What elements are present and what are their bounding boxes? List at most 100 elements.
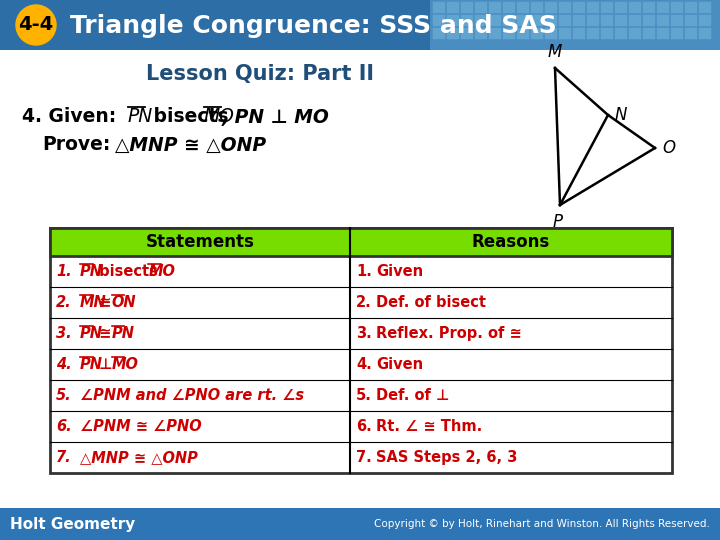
Text: Holt Geometry: Holt Geometry [10, 516, 135, 531]
Text: ⊥: ⊥ [94, 357, 117, 372]
FancyBboxPatch shape [474, 27, 487, 39]
Text: 4.: 4. [56, 357, 71, 372]
Text: 7.: 7. [56, 450, 71, 465]
FancyBboxPatch shape [586, 14, 599, 26]
FancyBboxPatch shape [558, 14, 571, 26]
FancyBboxPatch shape [460, 27, 473, 39]
Text: 4-4: 4-4 [19, 16, 53, 35]
Text: P: P [553, 213, 563, 231]
FancyBboxPatch shape [600, 1, 613, 13]
FancyBboxPatch shape [684, 27, 697, 39]
FancyBboxPatch shape [572, 1, 585, 13]
Text: bisects: bisects [147, 107, 235, 126]
FancyBboxPatch shape [642, 1, 655, 13]
Text: O: O [662, 139, 675, 157]
FancyBboxPatch shape [432, 27, 445, 39]
FancyBboxPatch shape [544, 27, 557, 39]
FancyBboxPatch shape [530, 27, 543, 39]
Text: N: N [615, 106, 627, 124]
FancyBboxPatch shape [0, 0, 720, 50]
Text: PN: PN [80, 326, 103, 341]
FancyBboxPatch shape [50, 228, 672, 473]
FancyBboxPatch shape [684, 1, 697, 13]
FancyBboxPatch shape [614, 14, 627, 26]
Text: 1.: 1. [356, 264, 372, 279]
FancyBboxPatch shape [502, 27, 515, 39]
FancyBboxPatch shape [474, 1, 487, 13]
FancyBboxPatch shape [430, 0, 720, 50]
Text: 7.: 7. [356, 450, 372, 465]
Text: ON: ON [112, 295, 137, 310]
FancyBboxPatch shape [628, 1, 641, 13]
Text: SAS Steps 2, 6, 3: SAS Steps 2, 6, 3 [376, 450, 518, 465]
FancyBboxPatch shape [572, 27, 585, 39]
Text: 4.: 4. [356, 357, 372, 372]
Text: Reflex. Prop. of ≅: Reflex. Prop. of ≅ [376, 326, 522, 341]
FancyBboxPatch shape [544, 14, 557, 26]
FancyBboxPatch shape [502, 1, 515, 13]
FancyBboxPatch shape [698, 27, 711, 39]
FancyBboxPatch shape [432, 1, 445, 13]
FancyBboxPatch shape [642, 27, 655, 39]
Text: △MNP ≅ △ONP: △MNP ≅ △ONP [80, 450, 198, 465]
FancyBboxPatch shape [600, 14, 613, 26]
Text: Given: Given [376, 264, 423, 279]
Text: Lesson Quiz: Part II: Lesson Quiz: Part II [146, 64, 374, 84]
FancyBboxPatch shape [516, 1, 529, 13]
Text: MO: MO [112, 357, 139, 372]
FancyBboxPatch shape [586, 1, 599, 13]
Text: PN: PN [80, 357, 103, 372]
FancyBboxPatch shape [460, 14, 473, 26]
Text: Reasons: Reasons [472, 233, 550, 251]
Text: PN: PN [112, 326, 135, 341]
FancyBboxPatch shape [0, 50, 720, 540]
Text: 1.: 1. [56, 264, 71, 279]
FancyBboxPatch shape [446, 27, 459, 39]
FancyBboxPatch shape [670, 1, 683, 13]
FancyBboxPatch shape [628, 14, 641, 26]
Text: 6.: 6. [356, 419, 372, 434]
Text: △MNP ≅ △ONP: △MNP ≅ △ONP [115, 136, 266, 154]
FancyBboxPatch shape [656, 1, 669, 13]
FancyBboxPatch shape [670, 27, 683, 39]
FancyBboxPatch shape [656, 14, 669, 26]
Text: bisects: bisects [94, 264, 163, 279]
Text: 5.: 5. [56, 388, 71, 403]
Text: 2.: 2. [356, 295, 372, 310]
Text: 5.: 5. [356, 388, 372, 403]
FancyBboxPatch shape [446, 14, 459, 26]
FancyBboxPatch shape [628, 27, 641, 39]
FancyBboxPatch shape [0, 508, 720, 540]
Text: PN: PN [80, 264, 103, 279]
FancyBboxPatch shape [698, 1, 711, 13]
Text: 3.: 3. [56, 326, 71, 341]
FancyBboxPatch shape [460, 1, 473, 13]
FancyBboxPatch shape [516, 14, 529, 26]
Text: ∠PNM and ∠PNO are rt. ∠s: ∠PNM and ∠PNO are rt. ∠s [80, 388, 304, 403]
Text: M: M [548, 43, 562, 61]
Text: MN: MN [80, 295, 107, 310]
FancyBboxPatch shape [558, 1, 571, 13]
Text: 6.: 6. [56, 419, 71, 434]
FancyBboxPatch shape [698, 14, 711, 26]
FancyBboxPatch shape [670, 14, 683, 26]
FancyBboxPatch shape [446, 1, 459, 13]
Circle shape [16, 5, 56, 45]
FancyBboxPatch shape [516, 27, 529, 39]
FancyBboxPatch shape [600, 27, 613, 39]
FancyBboxPatch shape [656, 27, 669, 39]
FancyBboxPatch shape [432, 14, 445, 26]
Text: 4. Given:: 4. Given: [22, 107, 116, 126]
FancyBboxPatch shape [558, 27, 571, 39]
FancyBboxPatch shape [530, 14, 543, 26]
FancyBboxPatch shape [530, 1, 543, 13]
FancyBboxPatch shape [50, 228, 672, 256]
FancyBboxPatch shape [474, 14, 487, 26]
Text: ≅: ≅ [94, 295, 116, 310]
Text: PN: PN [128, 107, 153, 126]
FancyBboxPatch shape [502, 14, 515, 26]
Text: MO: MO [204, 107, 235, 126]
FancyBboxPatch shape [572, 14, 585, 26]
FancyBboxPatch shape [544, 1, 557, 13]
Text: 2.: 2. [56, 295, 71, 310]
